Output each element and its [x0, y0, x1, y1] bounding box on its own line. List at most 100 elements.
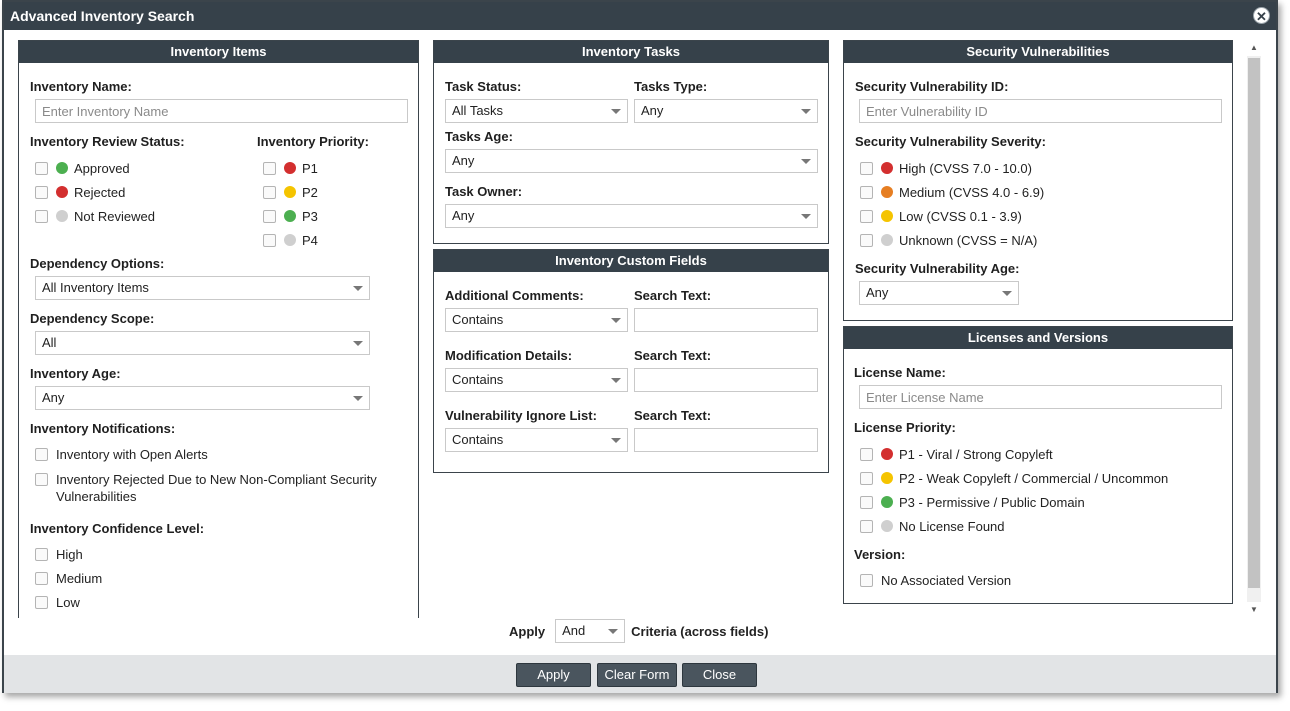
inventory-name-label: Inventory Name:	[30, 79, 132, 94]
grey-priority-icon	[284, 234, 296, 246]
vulnerability-id-label: Security Vulnerability ID:	[855, 79, 1009, 94]
review-not-reviewed-option[interactable]: Not Reviewed	[35, 207, 155, 225]
chevron-down-icon	[353, 396, 363, 401]
checkbox[interactable]	[35, 209, 48, 223]
priority-p3-option[interactable]: P3	[263, 207, 318, 225]
custom-fields-panel: Inventory Custom Fields Additional Comme…	[433, 249, 829, 473]
license-name-label: License Name:	[854, 365, 946, 380]
no-associated-version-option[interactable]: No Associated Version	[860, 571, 1011, 589]
severity-low-option[interactable]: Low (CVSS 0.1 - 3.9)	[860, 207, 1022, 225]
tasks-age-select[interactable]: Any	[445, 149, 818, 173]
review-approved-option[interactable]: Approved	[35, 159, 130, 177]
license-p1-option[interactable]: P1 - Viral / Strong Copyleft	[860, 445, 1053, 463]
open-alerts-option[interactable]: Inventory with Open Alerts	[35, 445, 208, 463]
dependency-scope-select[interactable]: All	[35, 331, 370, 355]
dependency-options-select[interactable]: All Inventory Items	[35, 276, 370, 300]
green-status-icon	[56, 162, 68, 174]
checkbox[interactable]	[860, 471, 873, 485]
checkbox[interactable]	[263, 233, 276, 247]
search-form-area: Inventory Items Inventory Name: Inventor…	[4, 30, 1276, 618]
priority-p4-option[interactable]: P4	[263, 231, 318, 249]
inventory-name-input[interactable]	[35, 99, 408, 123]
option-label: Inventory with Open Alerts	[56, 446, 208, 462]
vulnerability-ignore-list-operator-select[interactable]: Contains	[445, 428, 628, 452]
select-value: Any	[641, 103, 664, 118]
red-severity-icon	[881, 162, 893, 174]
checkbox[interactable]	[35, 447, 48, 461]
checkbox[interactable]	[35, 161, 48, 175]
review-rejected-option[interactable]: Rejected	[35, 183, 125, 201]
close-icon[interactable]: ✕	[1253, 7, 1270, 24]
checkbox[interactable]	[263, 209, 276, 223]
checkbox[interactable]	[35, 595, 48, 609]
task-owner-select[interactable]: Any	[445, 204, 818, 228]
severity-unknown-option[interactable]: Unknown (CVSS = N/A)	[860, 231, 1037, 249]
checkbox[interactable]	[860, 209, 873, 223]
checkbox[interactable]	[860, 495, 873, 509]
vulnerability-ignore-list-search-input[interactable]	[634, 428, 818, 452]
modification-details-search-input[interactable]	[634, 368, 818, 392]
task-status-select[interactable]: All Tasks	[445, 99, 628, 123]
tasks-type-label: Tasks Type:	[634, 79, 708, 94]
option-label: Approved	[74, 160, 130, 176]
rejected-vulnerabilities-option[interactable]: Inventory Rejected Due to New Non-Compli…	[35, 471, 395, 505]
license-name-input[interactable]	[859, 385, 1222, 409]
dialog-titlebar: Advanced Inventory Search ✕	[4, 2, 1276, 30]
chevron-down-icon	[801, 109, 811, 114]
criteria-operator-select[interactable]: And	[555, 619, 626, 643]
vulnerability-id-input[interactable]	[859, 99, 1222, 123]
checkbox[interactable]	[860, 185, 873, 199]
close-button[interactable]: Close	[682, 663, 757, 687]
confidence-low-option[interactable]: Low	[35, 593, 80, 611]
task-owner-label: Task Owner:	[445, 184, 523, 199]
additional-comments-operator-select[interactable]: Contains	[445, 308, 628, 332]
tasks-type-select[interactable]: Any	[634, 99, 818, 123]
notifications-label: Inventory Notifications:	[30, 421, 176, 436]
checkbox[interactable]	[35, 547, 48, 561]
checkbox[interactable]	[35, 185, 48, 199]
scrollbar-thumb[interactable]	[1248, 58, 1260, 588]
checkbox[interactable]	[35, 571, 48, 585]
checkbox[interactable]	[35, 473, 48, 486]
confidence-medium-option[interactable]: Medium	[35, 569, 102, 587]
option-label: P4	[302, 232, 318, 248]
task-status-label: Task Status:	[445, 79, 522, 94]
vulnerability-age-select[interactable]: Any	[859, 281, 1019, 305]
modification-details-operator-select[interactable]: Contains	[445, 368, 628, 392]
checkbox[interactable]	[860, 573, 873, 587]
checkbox[interactable]	[263, 185, 276, 199]
grey-status-icon	[56, 210, 68, 222]
priority-p1-option[interactable]: P1	[263, 159, 318, 177]
additional-comments-search-input[interactable]	[634, 308, 818, 332]
severity-medium-option[interactable]: Medium (CVSS 4.0 - 6.9)	[860, 183, 1044, 201]
yellow-severity-icon	[881, 210, 893, 222]
chevron-down-icon	[611, 378, 621, 383]
scroll-up-icon[interactable]: ▲	[1250, 43, 1258, 52]
confidence-high-option[interactable]: High	[35, 545, 83, 563]
checkbox[interactable]	[263, 161, 276, 175]
panel-title: Inventory Items	[19, 41, 418, 63]
apply-button[interactable]: Apply	[516, 663, 591, 687]
search-text-label: Search Text:	[634, 348, 712, 363]
inventory-age-select[interactable]: Any	[35, 386, 370, 410]
yellow-priority-icon	[881, 472, 893, 484]
vertical-scrollbar[interactable]: ▲ ▼	[1247, 42, 1261, 618]
checkbox[interactable]	[860, 233, 873, 247]
license-none-option[interactable]: No License Found	[860, 517, 1005, 535]
scroll-down-icon[interactable]: ▼	[1250, 605, 1258, 614]
license-p3-option[interactable]: P3 - Permissive / Public Domain	[860, 493, 1085, 511]
checkbox[interactable]	[860, 519, 873, 533]
option-label: No Associated Version	[881, 572, 1012, 588]
option-label: Low	[56, 594, 80, 610]
license-p2-option[interactable]: P2 - Weak Copyleft / Commercial / Uncomm…	[860, 469, 1168, 487]
checkbox[interactable]	[860, 161, 873, 175]
option-label: P3 - Permissive / Public Domain	[899, 494, 1085, 510]
checkbox[interactable]	[860, 447, 873, 461]
green-priority-icon	[881, 496, 893, 508]
clear-form-button[interactable]: Clear Form	[597, 663, 677, 687]
criteria-suffix-label: Criteria (across fields)	[631, 623, 769, 639]
priority-p2-option[interactable]: P2	[263, 183, 318, 201]
chevron-down-icon	[1002, 291, 1012, 296]
severity-high-option[interactable]: High (CVSS 7.0 - 10.0)	[860, 159, 1032, 177]
dependency-options-label: Dependency Options:	[30, 256, 165, 271]
